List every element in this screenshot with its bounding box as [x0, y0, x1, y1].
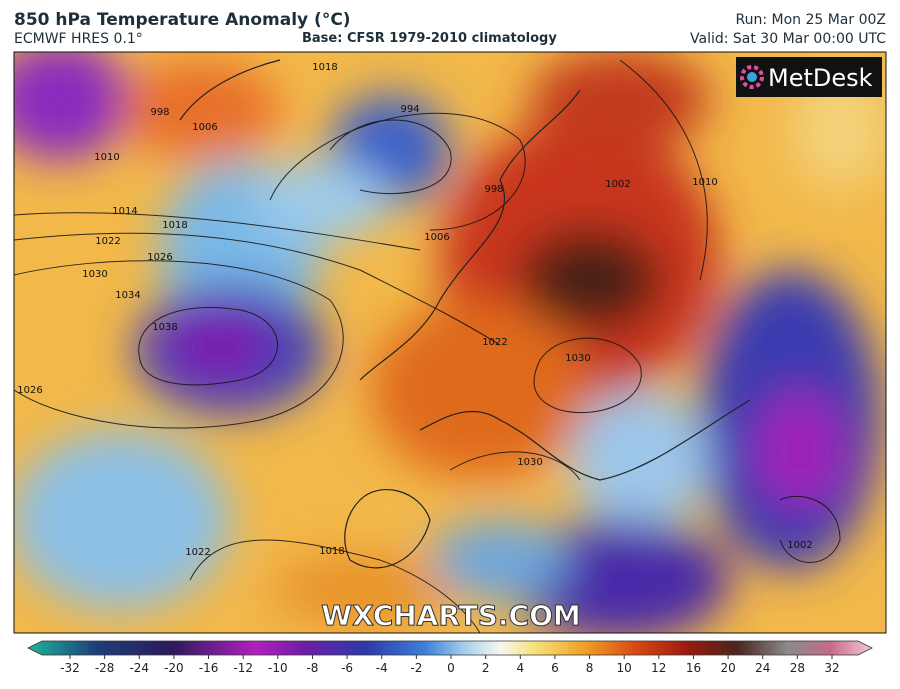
isobar-label: 1018: [312, 62, 337, 73]
isobar-label: 1026: [147, 252, 172, 263]
model: ECMWF HRES 0.1°: [14, 31, 143, 47]
isobar-label: 1034: [115, 290, 140, 301]
isobar-label: 1002: [605, 179, 630, 190]
colorbar-label: 0: [447, 661, 455, 675]
logo-icon: [740, 65, 764, 89]
isobar-label: 1022: [482, 337, 507, 348]
colorbar-label: -32: [60, 661, 80, 675]
run: Run: Mon 25 Mar 00Z: [735, 12, 886, 28]
isobar-label: 1018: [162, 220, 187, 231]
isobar-label: 1010: [692, 177, 717, 188]
colorbar-label: 12: [651, 661, 666, 675]
colorbar: [27, 640, 873, 656]
isobar-label: 1002: [787, 540, 812, 551]
isobar-label: 1038: [152, 322, 177, 333]
colorbar-label: 28: [790, 661, 805, 675]
isobar-label: 1030: [82, 269, 107, 280]
colorbar-label: 16: [686, 661, 701, 675]
logo-box: [736, 57, 882, 97]
map-field: [14, 52, 886, 633]
colorbar-label: -2: [410, 661, 422, 675]
isobar-label: 1006: [192, 122, 217, 133]
colorbar-label: -6: [341, 661, 353, 675]
isobar-label: 1030: [565, 353, 590, 364]
isobar-label: 998: [484, 184, 503, 195]
isobar-label: 1018: [319, 546, 344, 557]
isobar-label: 1026: [17, 385, 42, 396]
colorbar-label: 24: [755, 661, 770, 675]
valid: Valid: Sat 30 Mar 00:00 UTC: [690, 31, 886, 47]
colorbar-label: -24: [129, 661, 149, 675]
colorbar-label: -20: [164, 661, 184, 675]
colorbar-label: 4: [516, 661, 524, 675]
isobar-label: 1014: [112, 206, 137, 217]
map-frame: [13, 51, 887, 634]
title: 850 hPa Temperature Anomaly (°C): [14, 10, 351, 30]
colorbar-label: -4: [376, 661, 388, 675]
isobar-label: 1010: [94, 152, 119, 163]
colorbar-label: -28: [95, 661, 115, 675]
colorbar-label: -12: [233, 661, 253, 675]
watermark: WXCHARTS.COM: [321, 599, 581, 632]
base: Base: CFSR 1979-2010 climatology: [302, 31, 557, 46]
colorbar-label: 32: [824, 661, 839, 675]
colorbar-label: -10: [268, 661, 288, 675]
isobar-label: 1022: [185, 547, 210, 558]
isobar-label: 994: [400, 104, 419, 115]
colorbar-label: 6: [551, 661, 559, 675]
isobar-label: 1022: [95, 236, 120, 247]
logo: MetDesk: [768, 64, 873, 92]
colorbar-label: 2: [482, 661, 490, 675]
colorbar-label: -16: [199, 661, 219, 675]
colorbar-label: 10: [617, 661, 632, 675]
colorbar-label: -8: [306, 661, 318, 675]
colorbar-label: 20: [720, 661, 735, 675]
isobar-label: 998: [150, 107, 169, 118]
colorbar-label: 8: [586, 661, 594, 675]
isobar-label: 1030: [517, 457, 542, 468]
isobar-label: 1006: [424, 232, 449, 243]
